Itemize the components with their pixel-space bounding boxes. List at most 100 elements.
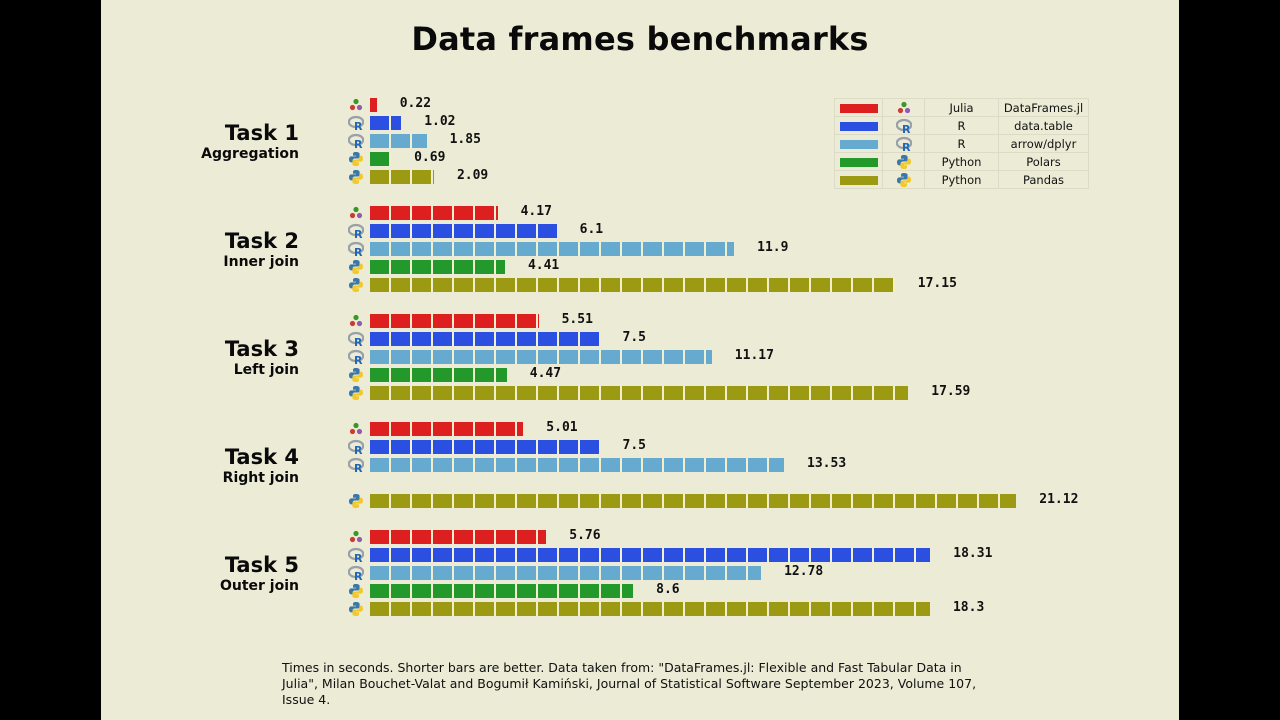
bar-value-label: 12.78	[784, 564, 824, 579]
python-logo-icon	[348, 151, 364, 167]
bar	[370, 458, 785, 472]
python-logo-icon	[348, 583, 364, 599]
bar	[370, 566, 762, 580]
legend-row: Julia DataFrames.jl	[834, 98, 1089, 117]
svg-text:R: R	[354, 354, 363, 365]
svg-text:R: R	[354, 336, 363, 347]
bar-value-label: 6.1	[579, 222, 604, 237]
r-logo-icon: R	[347, 457, 365, 475]
bar	[370, 332, 600, 346]
python-logo-icon	[348, 277, 364, 293]
chart-title: Data frames benchmarks	[411, 20, 869, 58]
bar	[370, 494, 1017, 508]
svg-text:R: R	[902, 141, 911, 152]
bar-value-label: 18.3	[952, 600, 985, 615]
bar-value-label: 17.59	[931, 384, 971, 399]
task-name: Task 1	[224, 121, 299, 145]
legend-language: Python	[924, 152, 999, 171]
bar	[370, 134, 427, 148]
bar-value-label: 4.17	[520, 204, 552, 219]
bar-value-label: 4.41	[527, 258, 560, 273]
r-logo-icon: R	[347, 241, 365, 259]
svg-text:R: R	[902, 123, 911, 134]
legend-row: Python Pandas	[834, 170, 1089, 189]
python-logo-icon	[896, 172, 912, 188]
bar	[370, 98, 377, 112]
legend-row: Python Polars	[834, 152, 1089, 171]
task-subtitle: Right join	[222, 470, 299, 486]
task-subtitle: Inner join	[223, 254, 299, 270]
bar	[370, 350, 712, 364]
task-name: Task 2	[224, 229, 299, 253]
python-logo-icon	[896, 154, 912, 170]
svg-text:R: R	[354, 552, 363, 563]
r-logo-icon: R	[347, 115, 365, 133]
python-logo-icon	[348, 493, 364, 509]
julia-dots-icon	[348, 205, 364, 221]
python-logo-icon	[348, 385, 364, 401]
legend-library: data.table	[998, 116, 1089, 135]
julia-dots-icon	[348, 97, 364, 113]
task-subtitle: Aggregation	[201, 146, 299, 162]
legend-library: DataFrames.jl	[998, 98, 1089, 117]
bar	[370, 368, 507, 382]
bar-value-label: 21.12	[1039, 492, 1079, 507]
julia-dots-icon	[348, 313, 364, 329]
task-label: Task 3 Left join	[225, 337, 299, 379]
footer-note: Times in seconds. Shorter bars are bette…	[282, 660, 977, 707]
task-subtitle: Left join	[233, 362, 299, 378]
task-subtitle: Outer join	[219, 578, 299, 594]
bar-value-label: 5.51	[561, 312, 593, 327]
bar	[370, 314, 539, 328]
bar	[370, 206, 498, 220]
r-logo-icon: R	[347, 133, 365, 151]
bar	[370, 116, 402, 130]
bar-value-label: 0.22	[399, 96, 432, 111]
legend-language: Julia	[924, 98, 999, 117]
task-label: Task 5 Outer join	[220, 553, 299, 595]
bar	[370, 386, 909, 400]
r-logo-icon: R	[347, 547, 365, 565]
r-logo-icon: R	[347, 565, 365, 583]
task-name: Task 5	[224, 553, 299, 577]
bar	[370, 584, 634, 598]
bar	[370, 260, 505, 274]
svg-text:R: R	[354, 444, 363, 455]
bar	[370, 602, 930, 616]
svg-text:R: R	[354, 228, 363, 239]
julia-dots-icon	[348, 529, 364, 545]
legend-swatch	[834, 98, 883, 117]
legend-language: Python	[924, 170, 999, 189]
bar	[370, 422, 524, 436]
r-logo-icon: R	[347, 223, 365, 241]
svg-text:R: R	[354, 138, 363, 149]
bar-value-label: 4.47	[529, 366, 562, 381]
bar-value-label: 18.31	[953, 546, 993, 561]
legend-swatch	[834, 170, 883, 189]
legend-swatch	[834, 152, 883, 171]
task-label: Task 2 Inner join	[223, 229, 299, 271]
bar	[370, 170, 434, 184]
task-name: Task 4	[224, 445, 299, 469]
bar-value-label: 8.6	[656, 582, 680, 597]
svg-text:R: R	[354, 462, 363, 473]
python-logo-icon	[348, 259, 364, 275]
r-logo-icon: R	[347, 331, 365, 349]
legend-swatch	[834, 116, 883, 135]
legend-language: R	[924, 134, 999, 153]
bar-value-label: 0.69	[414, 150, 446, 165]
legend-library: Pandas	[998, 170, 1089, 189]
bar-value-label: 11.17	[734, 348, 774, 363]
r-logo-icon: R	[347, 439, 365, 457]
bar	[370, 530, 547, 544]
svg-text:R: R	[354, 570, 363, 581]
python-logo-icon	[348, 367, 364, 383]
svg-text:R: R	[354, 120, 363, 131]
python-logo-icon	[348, 601, 364, 617]
bar-value-label: 1.85	[449, 132, 481, 147]
bar-value-label: 2.09	[456, 168, 489, 183]
bar	[370, 242, 735, 256]
